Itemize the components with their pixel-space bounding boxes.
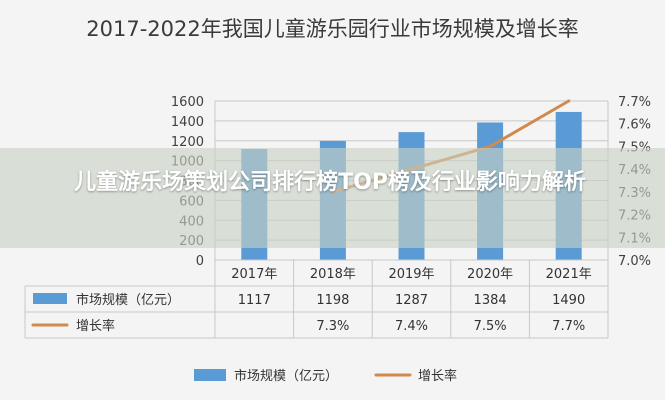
y-right-tick-label: 7.6%	[618, 118, 651, 133]
x-tick-label: 2021年	[546, 267, 592, 282]
chart-title: 2017-2022年我国儿童游乐园行业市场规模及增长率	[86, 17, 579, 41]
x-tick-label: 2020年	[467, 267, 513, 282]
overlay-banner-text: 儿童游乐场策划公司排行榜TOP榜及行业影响力解析	[74, 170, 586, 195]
legend-label: 市场规模（亿元）	[234, 368, 338, 384]
table-cell: 1198	[316, 293, 349, 308]
table-cell: 7.3%	[316, 319, 349, 334]
table-cell: 7.4%	[395, 319, 428, 334]
line-point	[488, 144, 492, 148]
y-left-tick-label: 0	[196, 254, 204, 269]
y-left-tick-label: 1400	[171, 115, 204, 130]
y-right-tick-label: 7.0%	[618, 254, 651, 269]
x-tick-label: 2019年	[388, 267, 434, 282]
y-left-tick-label: 1600	[171, 95, 204, 110]
x-tick-label: 2017年	[231, 267, 277, 282]
legend-bar-key	[194, 369, 226, 381]
table-cell: 1490	[552, 293, 585, 308]
overlay-banner	[0, 148, 665, 248]
table-cell: 1117	[238, 293, 271, 308]
table-cell: 7.5%	[474, 319, 507, 334]
line-point	[567, 99, 571, 103]
legend-label: 增长率	[418, 368, 457, 384]
y-left-tick-label: 1200	[171, 135, 204, 150]
table-series-label: 市场规模（亿元）	[76, 292, 180, 308]
y-right-tick-label: 7.7%	[618, 95, 651, 110]
table-cell: 1287	[395, 293, 428, 308]
table-series-label: 增长率	[76, 318, 115, 334]
table-legend-bar-key	[33, 293, 67, 304]
table-cell: 7.7%	[552, 319, 585, 334]
x-tick-label: 2018年	[310, 267, 356, 282]
table-cell: 1384	[474, 293, 507, 308]
